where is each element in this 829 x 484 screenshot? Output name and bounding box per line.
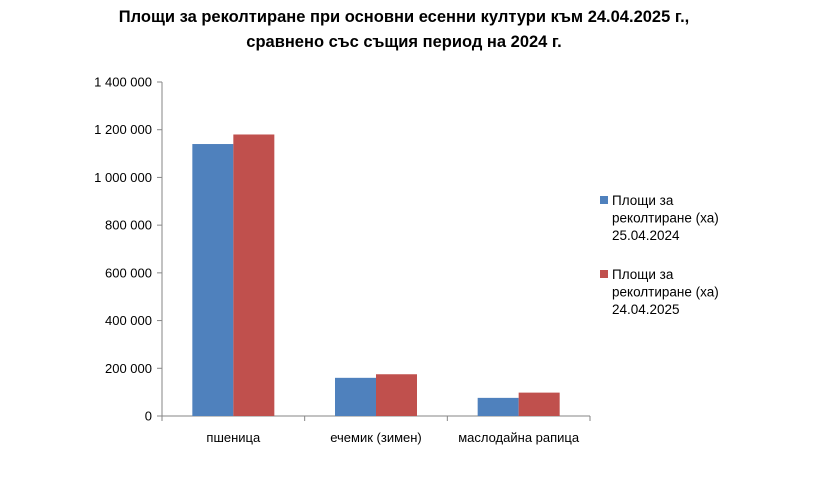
bar-series-2-cat-3	[518, 392, 560, 416]
y-tick-label: 1 200 000	[94, 122, 152, 137]
legend-label-2-line-2: реколтиране (ха)	[612, 285, 719, 300]
chart-title-line-2: сравнено със същия период на 2024 г.	[246, 33, 561, 51]
bar-series-1-cat-1	[192, 144, 234, 416]
bars	[192, 134, 560, 416]
bar-series-2-cat-1	[233, 134, 275, 416]
chart-title-line-1: Площи за реколтиране при основни есенни …	[119, 8, 690, 26]
bar-series-2-cat-2	[376, 374, 417, 416]
legend-label-1-line-1: Площи за	[612, 193, 674, 208]
x-category-label: пшеница	[206, 430, 261, 445]
y-tick-label: 400 000	[105, 313, 152, 328]
legend-swatch-2	[600, 270, 608, 278]
y-tick-label: 0	[145, 409, 152, 424]
y-tick-label: 1 400 000	[94, 75, 152, 90]
legend: Площи за реколтиране (ха) 25.04.2024 Площи …	[600, 193, 719, 317]
bar-series-1-cat-2	[335, 377, 376, 416]
y-tick-label: 200 000	[105, 361, 152, 376]
x-category-label: маслодайна рапица	[458, 430, 580, 445]
chart-title: Площи за реколтиране при основни есенни …	[119, 8, 690, 51]
y-tick-label: 1 000 000	[94, 170, 152, 185]
legend-label-2-line-3: 24.04.2025	[612, 302, 680, 317]
legend-label-1-line-2: реколтиране (ха)	[612, 211, 719, 226]
x-category-label: ечемик (зимен)	[330, 430, 422, 445]
y-tick-label: 600 000	[105, 265, 152, 280]
legend-swatch-1	[600, 196, 608, 204]
legend-label-2-line-1: Площи за	[612, 267, 674, 282]
bar-series-1-cat-3	[477, 397, 519, 416]
axes: 0 200 000 400 000 600 000 800 000 1 000 000 1 …	[94, 75, 591, 445]
y-tick-label: 800 000	[105, 218, 152, 233]
legend-label-1-line-3: 25.04.2024	[612, 228, 680, 243]
